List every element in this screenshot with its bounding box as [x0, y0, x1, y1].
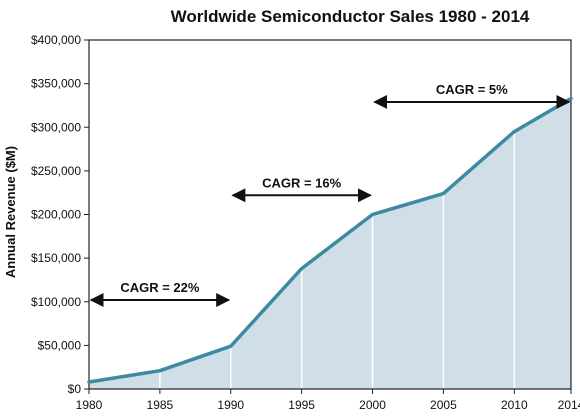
y-tick-label: $100,000: [31, 295, 81, 309]
y-tick-label: $300,000: [31, 120, 81, 134]
cagr-label-3: CAGR = 5%: [436, 82, 508, 97]
data-point-2005: [441, 192, 445, 196]
x-tick-label: 1995: [288, 398, 315, 412]
data-point-1990: [229, 344, 233, 348]
y-tick-label: $200,000: [31, 208, 81, 222]
y-tick-label: $0: [68, 382, 82, 396]
x-tick-label: 1980: [76, 398, 103, 412]
x-tick-label: 1990: [217, 398, 244, 412]
x-tick-label: 2000: [359, 398, 386, 412]
y-axis-label: Annual Revenue ($M): [3, 146, 18, 278]
y-tick-label: $50,000: [38, 338, 82, 352]
data-point-1995: [300, 267, 304, 271]
area-fill: [89, 98, 571, 389]
x-tick-label: 2010: [501, 398, 528, 412]
data-point-2000: [371, 213, 375, 216]
x-tick-label: 1985: [147, 398, 174, 412]
data-point-1985: [158, 369, 162, 373]
data-point-2014: [569, 96, 573, 100]
y-tick-label: $150,000: [31, 251, 81, 265]
chart-title: Worldwide Semiconductor Sales 1980 - 201…: [171, 7, 530, 26]
cagr-label-1: CAGR = 22%: [120, 280, 200, 295]
y-tick-label: $350,000: [31, 77, 81, 91]
y-tick-label: $400,000: [31, 33, 81, 47]
y-tick-label: $250,000: [31, 164, 81, 178]
cagr-label-2: CAGR = 16%: [262, 175, 342, 190]
plot-area: $0 $50,000 $100,000 $150,000 $200,000 $250,00…: [31, 33, 580, 412]
x-tick-label: 2014: [558, 398, 580, 412]
x-tick-label: 2005: [430, 398, 457, 412]
data-point-1980: [87, 380, 91, 384]
series-line: [87, 96, 573, 384]
data-point-2010: [512, 130, 516, 134]
